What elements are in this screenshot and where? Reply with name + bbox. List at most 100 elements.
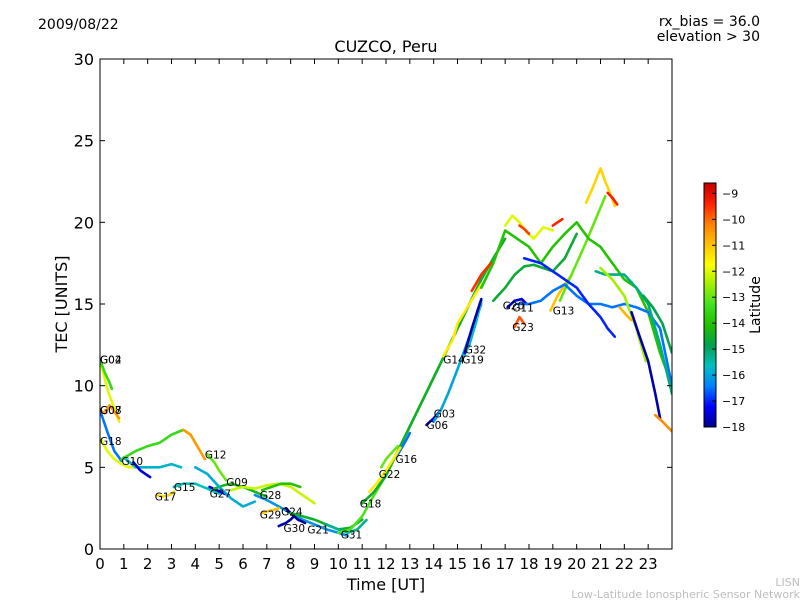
series-line <box>277 513 297 528</box>
series-layer <box>100 167 672 538</box>
date-label: 2009/08/22 <box>38 17 119 33</box>
x-tick-label: 3 <box>167 555 177 573</box>
series-line <box>463 297 483 355</box>
series-line <box>100 436 138 469</box>
series-line <box>606 191 619 206</box>
prn-label: G10 <box>122 456 144 468</box>
y-tick-label: 10 <box>74 377 94 396</box>
x-tick-label: 16 <box>472 555 491 573</box>
prn-label: G14 <box>443 355 465 367</box>
y-tick-label: 20 <box>74 213 94 232</box>
x-tick-label: 12 <box>376 555 395 573</box>
series-line <box>506 297 528 309</box>
x-tick-label: 14 <box>424 555 443 573</box>
y-tick-label: 15 <box>74 295 94 314</box>
series-line <box>515 283 672 388</box>
x-tick-label: 9 <box>310 555 320 573</box>
colorbar-tick-label: −9 <box>722 187 738 200</box>
y-tick-label: 5 <box>84 458 94 477</box>
series-line <box>479 221 672 388</box>
prn-label: G31 <box>341 529 363 541</box>
axes-layer: 0 1 2 3 4 5 6 7 8 9 10 11 12 13 14 15 16 17 18 19 20 21 22 2305… <box>74 50 672 573</box>
footer-network-name: Low-Latitude Ionospheric Sensor Network <box>571 588 800 601</box>
rx-bias-label: rx_bias = 36.0 <box>658 14 760 30</box>
prn-label: G24 <box>281 506 303 518</box>
colorbar-ticks: −18 −17 −16 −15 −14 −13 −12 −11 −10 −9 <box>712 187 745 434</box>
x-tick-label: 0 <box>95 555 105 573</box>
series-line <box>132 461 152 479</box>
series-line <box>396 431 412 456</box>
prn-label: G16 <box>396 454 418 466</box>
series-line <box>441 283 483 358</box>
x-tick-label: 19 <box>543 555 562 573</box>
colorbar-tick-label: −18 <box>722 421 745 434</box>
colorbar-tick-label: −13 <box>722 291 745 304</box>
series-line <box>155 490 176 499</box>
x-tick-label: 13 <box>400 555 419 573</box>
series-line <box>229 482 316 505</box>
prn-label: G32 <box>465 345 487 357</box>
x-tick-label: 1 <box>119 555 129 573</box>
x-tick-label: 7 <box>262 555 272 573</box>
series-line <box>379 444 400 469</box>
prn-label: G29 <box>260 510 282 522</box>
series-line <box>653 413 672 433</box>
series-line <box>120 428 197 461</box>
series-line <box>172 482 221 495</box>
x-tick-label: 21 <box>591 555 610 573</box>
colorbar: −18 −17 −16 −15 −14 −13 −12 −11 −10 −9 Latitude <box>703 182 764 434</box>
prn-label: G23 <box>512 322 534 334</box>
series-line <box>551 217 564 227</box>
prn-label: G21 <box>307 524 329 536</box>
prn-label: G17 <box>155 492 177 504</box>
prn-label: G18 <box>360 498 382 510</box>
series-line <box>630 310 662 420</box>
colorbar-gradient <box>703 182 717 428</box>
series-line <box>642 294 672 355</box>
y-axis-label: TEC [UNITS] <box>52 256 71 354</box>
x-tick-label: 4 <box>191 555 201 573</box>
x-tick-label: 18 <box>519 555 538 573</box>
colorbar-tick-label: −16 <box>722 369 745 382</box>
x-tick-label: 15 <box>448 555 467 573</box>
y-tick-label: 25 <box>74 132 94 151</box>
colorbar-label: Latitude <box>748 276 764 334</box>
chart-title: CUZCO, Peru <box>334 37 438 56</box>
series-line <box>260 482 302 492</box>
x-tick-label: 8 <box>286 555 296 573</box>
series-line <box>518 224 531 236</box>
x-tick-label: 5 <box>214 555 224 573</box>
series-line <box>260 506 281 515</box>
colorbar-tick-label: −10 <box>722 213 745 226</box>
prn-label: G09 <box>226 477 248 489</box>
prn-label: G15 <box>174 482 196 494</box>
x-tick-label: 20 <box>567 555 586 573</box>
x-tick-label: 2 <box>143 555 153 573</box>
series-line <box>513 315 526 329</box>
prn-label: G27 <box>210 489 232 501</box>
series-line <box>584 167 617 208</box>
series-line <box>618 305 633 322</box>
x-tick-label: 11 <box>353 555 372 573</box>
series-line <box>599 266 648 363</box>
series-line <box>206 452 228 482</box>
x-axis-label: Time [UT] <box>346 575 425 594</box>
series-line <box>367 446 402 494</box>
prn-label: G12 <box>205 449 227 461</box>
series-line <box>470 261 493 293</box>
x-tick-label: 6 <box>238 555 248 573</box>
prn-label: G28 <box>260 490 282 502</box>
colorbar-tick-label: −12 <box>722 265 745 278</box>
colorbar-tick-label: −15 <box>722 343 745 356</box>
series-line <box>253 493 350 538</box>
series-line <box>100 358 114 391</box>
series-line <box>360 237 507 505</box>
prn-label: G13 <box>553 306 575 318</box>
series-line <box>284 506 307 525</box>
prn-label: G30 <box>284 523 306 535</box>
series-line <box>213 482 269 499</box>
y-tick-label: 30 <box>74 50 94 69</box>
prn-label: G03 <box>434 408 456 420</box>
